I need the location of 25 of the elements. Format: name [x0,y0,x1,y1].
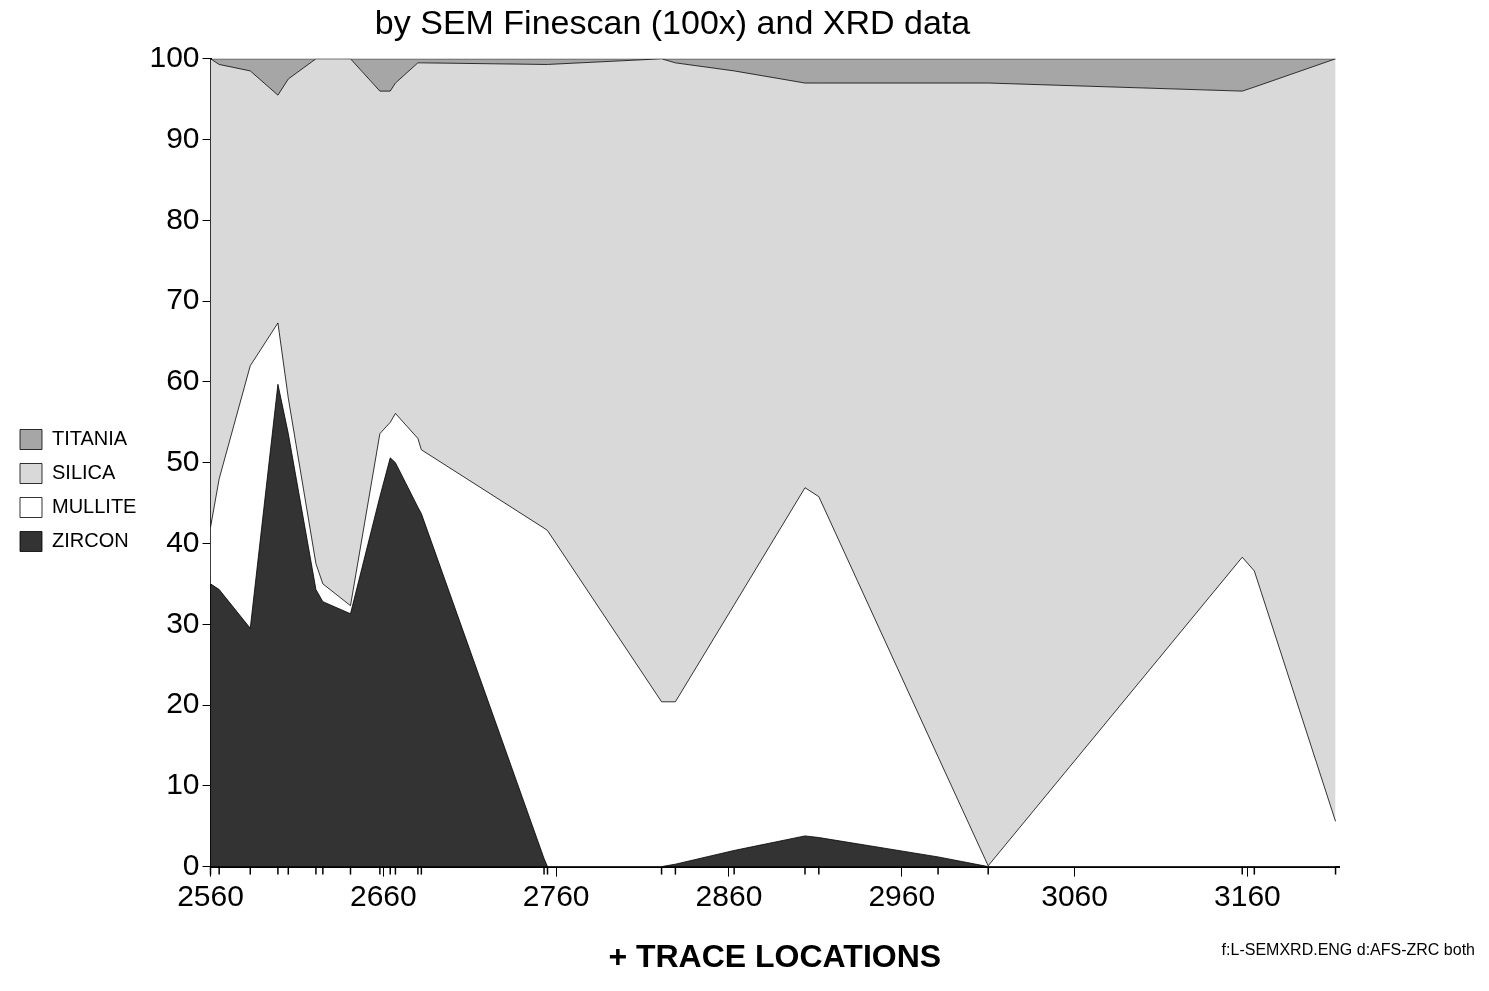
x-tick-label: 2660 [349,878,417,912]
y-tick-label: 20 [166,686,200,720]
text: f:L-SEMXRD.ENG d:AFS-ZRC both [1221,941,1475,958]
x-tick-label: 2560 [177,878,244,912]
legend-label: SILICA [52,461,117,484]
chart-title: by SEM Finescan (100x) and XRD data [374,2,971,41]
y-tick-label: 90 [166,120,200,154]
y-tick-label: 80 [166,201,200,235]
y-tick-label: 40 [166,524,200,558]
legend-label: ZIRCON [52,529,129,552]
y-tick-label: 30 [166,605,200,639]
x-tick-label: 2860 [695,878,763,912]
x-tick-label: 2960 [868,878,936,912]
y-tick-label: 50 [166,443,200,477]
x-tick-label: 3060 [1041,878,1108,912]
x-axis-title: + TRACE LOCATIONS [608,937,942,974]
y-tick-label: 100 [149,40,200,74]
legend-label: MULLITE [52,495,137,518]
x-tick-label: 2760 [522,878,590,912]
y-tick-label: 10 [166,767,200,801]
legend-label: TITANIA [52,427,128,450]
x-tick-label: 3160 [1214,878,1281,912]
y-tick-label: 60 [166,363,200,397]
y-tick-label: 70 [166,282,200,316]
y-tick-label: 0 [182,847,200,881]
